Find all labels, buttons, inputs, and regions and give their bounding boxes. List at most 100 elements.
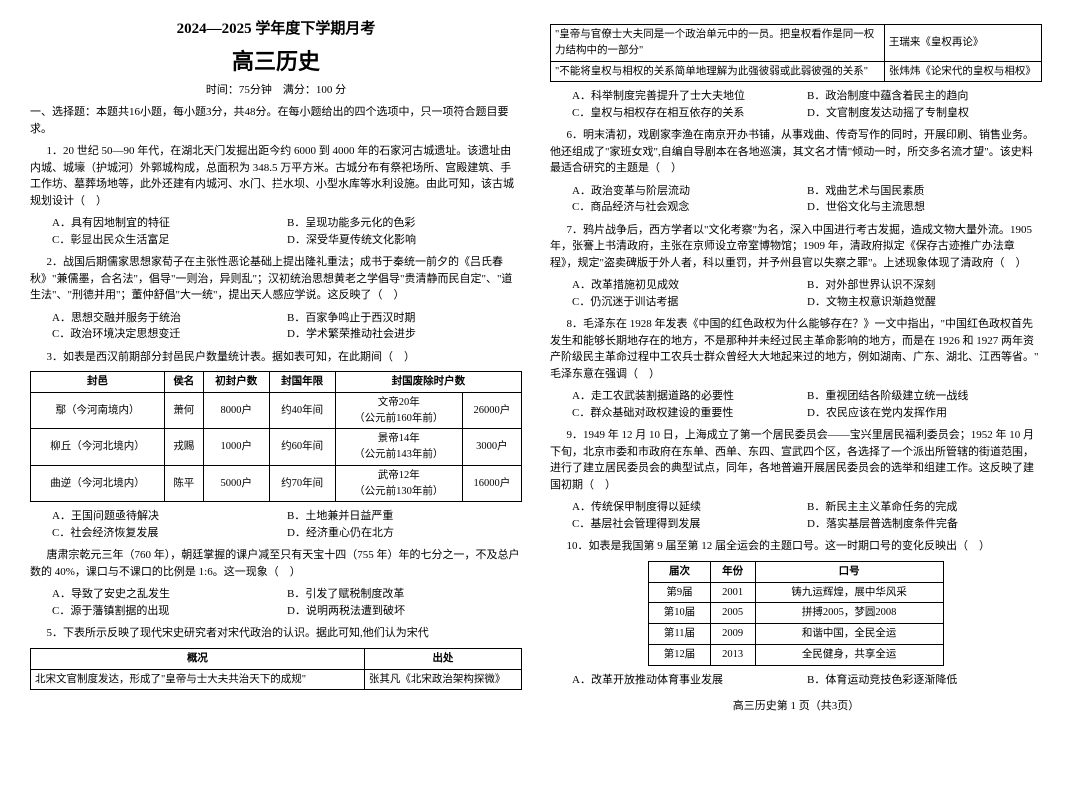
q2-b: B．百家争鸣止于西汉时期 (287, 310, 522, 327)
q4-c: C．源于藩镇割据的出现 (52, 603, 287, 620)
q3-h1: 侯名 (164, 372, 203, 393)
q3-r1c0: 柳丘（今河北境内） (31, 429, 165, 466)
q10-b: B．体育运动竞技色彩逐渐降低 (807, 672, 1042, 689)
q8-d: D．农民应该在党内发挥作用 (807, 405, 1042, 422)
q5-r0c1: 张其凡《北宋政治架构探微》 (364, 669, 521, 690)
q8-b: B．重视团结各阶级建立统一战线 (807, 388, 1042, 405)
q4-b: B．引发了赋税制度改革 (287, 586, 522, 603)
q9-d: D．落实基层普选制度条件完备 (807, 516, 1042, 533)
q1-b: B．呈现功能多元化的色彩 (287, 215, 522, 232)
q7-options: A．改革措施初见成效 B．对外部世界认识不深刻 C．仍沉迷于训诂考据 D．文物主… (550, 277, 1042, 310)
q3-r2c1: 陈平 (164, 465, 203, 502)
q5-table-part1: 概况 出处 北宋文官制度发达，形成了"皇帝与士大夫共治天下的成规" 张其凡《北宋… (30, 648, 522, 691)
q1-a: A．具有因地制宜的特征 (52, 215, 287, 232)
q10-r3c1: 2013 (710, 644, 755, 665)
q2-text: 2．战国后期儒家思想家荀子在主张性恶论基础上提出隆礼重法；成书于秦统一前夕的《吕… (30, 254, 522, 304)
q10-r3c2: 全民健身，共享全运 (755, 644, 943, 665)
q10-r0c1: 2001 (710, 582, 755, 603)
q6-b: B．戏曲艺术与国民素质 (807, 183, 1042, 200)
q5-r2c0: "不能将皇权与相权的关系简单地理解为此强彼弱或此弱彼强的关系" (551, 61, 885, 82)
q3-h4: 封国废除时户数 (335, 372, 521, 393)
q10-r2c0: 第11届 (649, 624, 710, 645)
q10-r1c1: 2005 (710, 603, 755, 624)
q3-r2c2: 5000户 (203, 465, 269, 502)
q5-h1: 出处 (364, 648, 521, 669)
left-column: 2024—2025 学年度下学期月考 高三历史 时间：75分钟 满分：100 分… (30, 18, 522, 790)
q3-r0c0: 鄢（今河南境内） (31, 392, 165, 429)
q3-r0c5: 26000户 (462, 392, 521, 429)
q10-h0: 届次 (649, 561, 710, 582)
q2-c: C．政治环境决定思想变迁 (52, 326, 287, 343)
q3-r0c3: 约40年间 (269, 392, 335, 429)
q3-c: C．社会经济恢复发展 (52, 525, 287, 542)
q3-h2: 初封户数 (203, 372, 269, 393)
header-line1: 2024—2025 学年度下学期月考 (30, 18, 522, 41)
q3-r0c1: 萧何 (164, 392, 203, 429)
q3-r0c4: 文帝20年 （公元前160年前） (335, 392, 462, 429)
q5-table-part2: "皇帝与官僚士大夫同是一个政治单元中的一员。把皇权看作是同一权力结构中的一部分"… (550, 24, 1042, 82)
q5-a: A．科举制度完善提升了士大夫地位 (572, 88, 807, 105)
q3-r2c5: 16000户 (462, 465, 521, 502)
q10-a: A．改革开放推动体育事业发展 (572, 672, 807, 689)
q3-r2c4: 武帝12年 （公元前130年前） (335, 465, 462, 502)
q9-b: B．新民主主义革命任务的完成 (807, 499, 1042, 516)
header-line3: 时间：75分钟 满分：100 分 (30, 82, 522, 99)
q1-text: 1．20 世纪 50—90 年代，在湖北天门发掘出距今约 6000 到 4000… (30, 143, 522, 209)
q3-r1c4: 景帝14年 （公元前143年前） (335, 429, 462, 466)
q9-text: 9．1949 年 12 月 10 日，上海成立了第一个居民委员会——宝兴里居民福… (550, 427, 1042, 493)
q7-d: D．文物主权意识渐趋觉醒 (807, 294, 1042, 311)
q10-table: 届次 年份 口号 第9届2001铸九运辉煌，展中华风采 第10届2005拼搏20… (648, 561, 943, 666)
q5-r1c0: "皇帝与官僚士大夫同是一个政治单元中的一员。把皇权看作是同一权力结构中的一部分" (551, 25, 885, 62)
q5-d: D．文官制度发达动摇了专制皇权 (807, 105, 1042, 122)
q10-options: A．改革开放推动体育事业发展 B．体育运动竞技色彩逐渐降低 (550, 672, 1042, 689)
q10-intro: 10．如表是我国第 9 届至第 12 届全运会的主题口号。这一时期口号的变化反映… (550, 538, 1042, 555)
q6-a: A．政治变革与阶层流动 (572, 183, 807, 200)
q7-text: 7．鸦片战争后，西方学者以"文化考察"为名，深入中国进行考古发掘，造成文物大量外… (550, 222, 1042, 272)
q3-table: 封邑 侯名 初封户数 封国年限 封国废除时户数 鄢（今河南境内） 萧何 8000… (30, 371, 522, 502)
q9-options: A．传统保甲制度得以延续 B．新民主主义革命任务的完成 C．基层社会管理得到发展… (550, 499, 1042, 532)
q10-h1: 年份 (710, 561, 755, 582)
q3-intro: 3．如表是西汉前期部分封邑民户数量统计表。据如表可知，在此期间（ ） (30, 349, 522, 366)
q3-options: A．王国问题亟待解决 B．土地兼并日益严重 C．社会经济恢复发展 D．经济重心仍… (30, 508, 522, 541)
q3-r1c1: 戎赐 (164, 429, 203, 466)
q3-r0c2: 8000户 (203, 392, 269, 429)
right-column: "皇帝与官僚士大夫同是一个政治单元中的一员。把皇权看作是同一权力结构中的一部分"… (550, 18, 1042, 790)
q10-r0c0: 第9届 (649, 582, 710, 603)
q9-a: A．传统保甲制度得以延续 (572, 499, 807, 516)
q2-a: A．思想交融并服务于统治 (52, 310, 287, 327)
q4-a: A．导致了安史之乱发生 (52, 586, 287, 603)
q3-a: A．王国问题亟待解决 (52, 508, 287, 525)
q3-r2c3: 约70年间 (269, 465, 335, 502)
q6-d: D．世俗文化与主流思想 (807, 199, 1042, 216)
q3-h3: 封国年限 (269, 372, 335, 393)
q10-r3c0: 第12届 (649, 644, 710, 665)
q6-c: C．商品经济与社会观念 (572, 199, 807, 216)
q8-c: C．群众基础对政权建设的重要性 (572, 405, 807, 422)
q8-options: A．走工农武装割据道路的必要性 B．重视团结各阶级建立统一战线 C．群众基础对政… (550, 388, 1042, 421)
q1-c: C．彰显出民众生活富足 (52, 232, 287, 249)
q5-r2c1: 张炜炜《论宋代的皇权与相权》 (884, 61, 1041, 82)
q3-r1c2: 1000户 (203, 429, 269, 466)
q2-options: A．思想交融并服务于统治 B．百家争鸣止于西汉时期 C．政治环境决定思想变迁 D… (30, 310, 522, 343)
q3-d: D．经济重心仍在北方 (287, 525, 522, 542)
q3-h0: 封邑 (31, 372, 165, 393)
q10-r1c2: 拼搏2005，梦圆2008 (755, 603, 943, 624)
q8-a: A．走工农武装割据道路的必要性 (572, 388, 807, 405)
page-footer: 高三历史第 1 页（共3页） (550, 698, 1042, 715)
q4-options: A．导致了安史之乱发生 B．引发了赋税制度改革 C．源于藩镇割据的出现 D．说明… (30, 586, 522, 619)
q3-b: B．土地兼并日益严重 (287, 508, 522, 525)
q10-h2: 口号 (755, 561, 943, 582)
q7-a: A．改革措施初见成效 (572, 277, 807, 294)
q10-r1c0: 第10届 (649, 603, 710, 624)
q10-r2c1: 2009 (710, 624, 755, 645)
q5-b: B．政治制度中蕴含着民主的趋向 (807, 88, 1042, 105)
q7-c: C．仍沉迷于训诂考据 (572, 294, 807, 311)
q4-text: 唐肃宗乾元三年（760 年），朝廷掌握的课户减至只有天宝十四（755 年）年的七… (30, 547, 522, 580)
q9-c: C．基层社会管理得到发展 (572, 516, 807, 533)
q7-b: B．对外部世界认识不深刻 (807, 277, 1042, 294)
q8-text: 8．毛泽东在 1928 年发表《中国的红色政权为什么能够存在？》一文中指出，"中… (550, 316, 1042, 382)
q6-text: 6．明末清初，戏剧家李渔在南京开办书铺，从事戏曲、传奇写作的同时，开展印刷、销售… (550, 127, 1042, 177)
header-line2: 高三历史 (30, 45, 522, 78)
q5-h0: 概况 (31, 648, 365, 669)
q5-intro: 5．下表所示反映了现代宋史研究者对宋代政治的认识。据此可知,他们认为宋代 (30, 625, 522, 642)
